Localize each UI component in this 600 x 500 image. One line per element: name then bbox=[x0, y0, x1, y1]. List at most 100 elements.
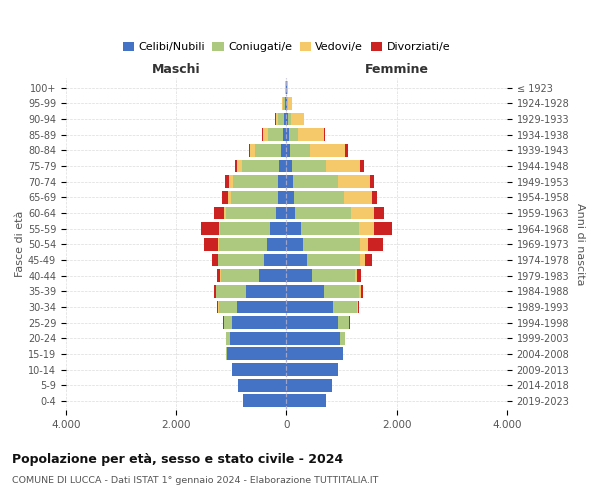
Bar bbox=[222, 191, 228, 204]
Bar bbox=[370, 176, 374, 188]
Bar bbox=[229, 176, 233, 188]
Bar bbox=[374, 206, 384, 220]
Text: Popolazione per età, sesso e stato civile - 2024: Popolazione per età, sesso e stato civil… bbox=[12, 452, 343, 466]
Bar bbox=[220, 222, 271, 235]
Bar bbox=[214, 285, 216, 298]
Bar bbox=[361, 285, 363, 298]
Bar bbox=[284, 112, 286, 126]
Bar bbox=[275, 112, 278, 126]
Bar bbox=[326, 160, 360, 172]
Bar bbox=[259, 269, 286, 282]
Bar bbox=[265, 254, 286, 266]
Bar bbox=[357, 300, 358, 314]
Bar bbox=[217, 300, 218, 314]
Bar bbox=[286, 316, 338, 329]
Bar bbox=[340, 332, 344, 344]
Bar bbox=[286, 394, 326, 407]
Bar bbox=[286, 254, 307, 266]
Bar bbox=[230, 332, 286, 344]
Bar bbox=[250, 144, 255, 157]
Bar bbox=[278, 112, 284, 126]
Bar bbox=[218, 238, 219, 250]
Bar bbox=[271, 222, 286, 235]
Bar bbox=[286, 285, 325, 298]
Bar bbox=[368, 238, 383, 250]
Bar bbox=[345, 144, 347, 157]
Bar bbox=[360, 160, 364, 172]
Bar bbox=[286, 238, 304, 250]
Bar bbox=[278, 176, 286, 188]
Bar bbox=[279, 160, 286, 172]
Bar bbox=[287, 97, 289, 110]
Bar bbox=[286, 300, 332, 314]
Bar bbox=[292, 112, 304, 126]
Bar bbox=[359, 254, 365, 266]
Bar bbox=[325, 285, 359, 298]
Bar bbox=[268, 128, 283, 141]
Bar bbox=[288, 112, 292, 126]
Bar bbox=[286, 206, 295, 220]
Bar bbox=[289, 97, 292, 110]
Bar bbox=[228, 191, 231, 204]
Bar bbox=[283, 97, 285, 110]
Bar bbox=[338, 176, 370, 188]
Bar bbox=[289, 128, 298, 141]
Bar bbox=[286, 222, 301, 235]
Bar bbox=[338, 316, 349, 329]
Bar bbox=[286, 348, 343, 360]
Bar bbox=[226, 206, 277, 220]
Bar bbox=[214, 206, 224, 220]
Bar bbox=[238, 379, 286, 392]
Bar bbox=[286, 144, 290, 157]
Bar bbox=[310, 144, 345, 157]
Bar bbox=[295, 206, 351, 220]
Bar bbox=[301, 222, 359, 235]
Bar bbox=[218, 300, 238, 314]
Bar bbox=[219, 222, 220, 235]
Bar bbox=[221, 269, 259, 282]
Legend: Celibi/Nubili, Coniugati/e, Vedovi/e, Divorziati/e: Celibi/Nubili, Coniugati/e, Vedovi/e, Di… bbox=[118, 38, 455, 57]
Bar bbox=[357, 269, 361, 282]
Bar bbox=[219, 238, 267, 250]
Bar bbox=[262, 128, 263, 141]
Bar bbox=[218, 254, 265, 266]
Bar bbox=[231, 191, 278, 204]
Bar bbox=[286, 379, 332, 392]
Bar bbox=[293, 191, 344, 204]
Bar bbox=[212, 254, 218, 266]
Bar bbox=[287, 82, 288, 94]
Text: Femmine: Femmine bbox=[365, 63, 428, 76]
Bar bbox=[237, 160, 242, 172]
Bar bbox=[245, 285, 286, 298]
Bar bbox=[286, 160, 292, 172]
Bar bbox=[244, 394, 286, 407]
Bar bbox=[355, 269, 357, 282]
Bar bbox=[332, 300, 357, 314]
Bar bbox=[374, 222, 392, 235]
Bar bbox=[267, 238, 286, 250]
Bar bbox=[201, 222, 219, 235]
Bar bbox=[298, 128, 324, 141]
Text: COMUNE DI LUCCA - Dati ISTAT 1° gennaio 2024 - Elaborazione TUTTITALIA.IT: COMUNE DI LUCCA - Dati ISTAT 1° gennaio … bbox=[12, 476, 379, 485]
Bar bbox=[307, 254, 359, 266]
Y-axis label: Fasce di età: Fasce di età bbox=[15, 211, 25, 278]
Bar bbox=[286, 97, 287, 110]
Bar bbox=[281, 144, 286, 157]
Bar bbox=[351, 206, 374, 220]
Bar bbox=[286, 191, 293, 204]
Bar bbox=[277, 206, 286, 220]
Bar bbox=[238, 300, 286, 314]
Bar bbox=[286, 269, 312, 282]
Bar bbox=[232, 363, 286, 376]
Bar bbox=[227, 348, 286, 360]
Bar bbox=[372, 191, 377, 204]
Bar bbox=[359, 238, 368, 250]
Bar bbox=[217, 269, 220, 282]
Bar bbox=[286, 363, 338, 376]
Bar bbox=[226, 332, 230, 344]
Bar bbox=[312, 269, 355, 282]
Bar bbox=[286, 112, 288, 126]
Bar bbox=[285, 97, 286, 110]
Text: Maschi: Maschi bbox=[152, 63, 200, 76]
Bar bbox=[359, 285, 361, 298]
